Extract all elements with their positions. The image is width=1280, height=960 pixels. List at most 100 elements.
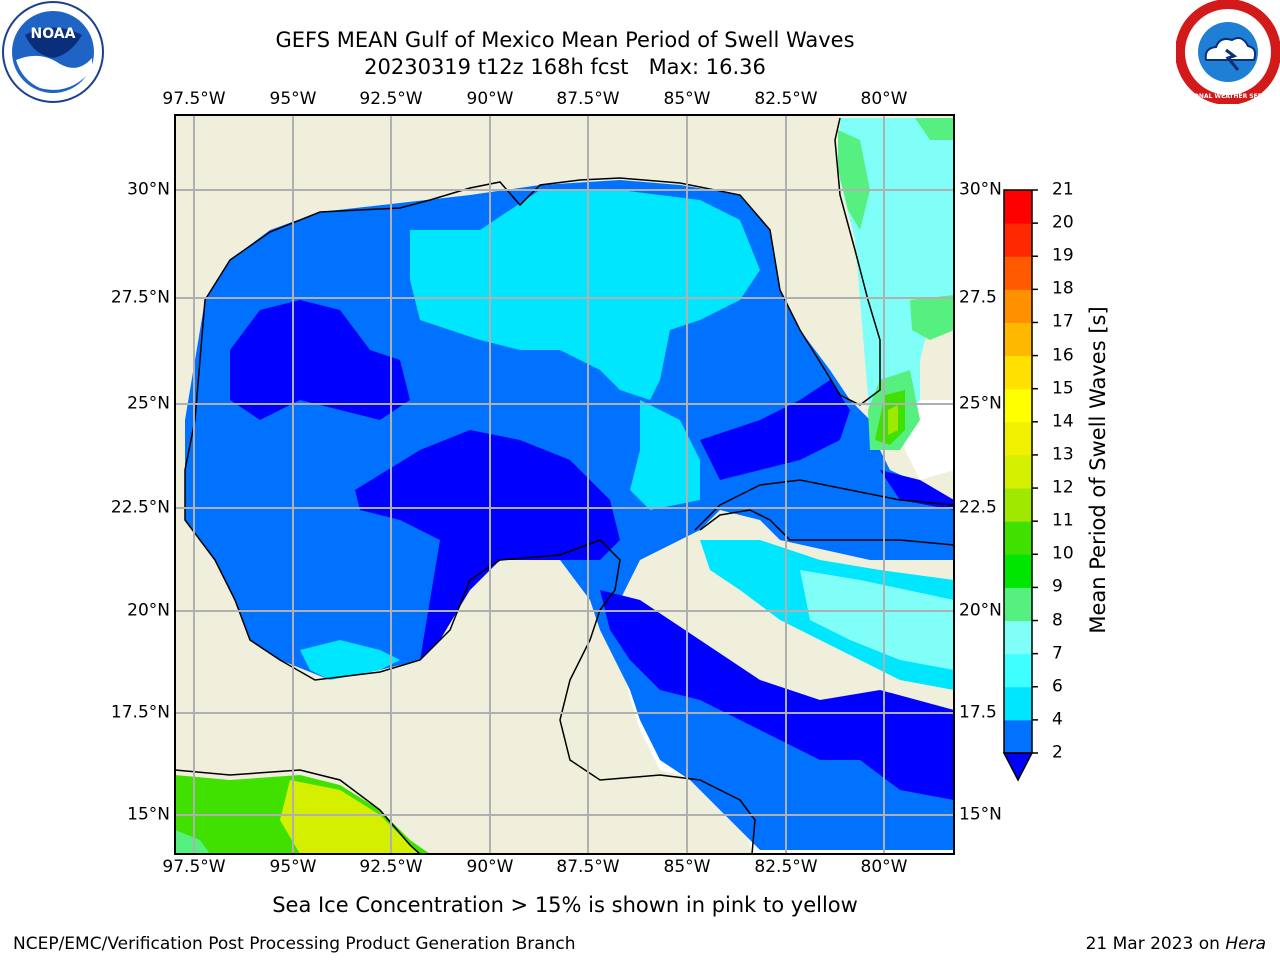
right-lat-label: 20°N xyxy=(959,600,1002,621)
bottom-lon-label: 82.5°W xyxy=(754,857,818,877)
chart-subtitle-forecast: 20230319 t12z 168h fcst Max: 16.36 xyxy=(364,55,766,79)
colorbar-tick-label: 8 xyxy=(1052,610,1063,631)
colorbar-frame xyxy=(1003,189,1033,754)
colorbar-tick-label: 18 xyxy=(1052,278,1074,299)
pacific-swell-9to11 xyxy=(175,830,210,854)
swell-patch-9to11-ne-corner xyxy=(915,118,954,140)
colorbar-segment xyxy=(1004,256,1032,290)
colorbar-segment xyxy=(1004,289,1032,323)
bottom-lon-label: 90°W xyxy=(466,857,514,877)
swell-patch-9to11-bahamas-east xyxy=(910,295,954,340)
colorbar-segment xyxy=(1004,223,1032,257)
left-lat-label: 22.5°N xyxy=(110,497,170,518)
bottom-lon-label: 85°W xyxy=(663,857,711,877)
colorbar-tick-label: 7 xyxy=(1052,643,1063,664)
map-grid xyxy=(175,115,954,854)
sea-ice-note: Sea Ice Concentration > 15% is shown in … xyxy=(272,893,858,917)
colorbar-tick-label: 4 xyxy=(1052,709,1063,730)
right-lat-label: 27.5 xyxy=(959,287,997,308)
swell-patch-12to13-bahamas xyxy=(888,405,898,435)
swell-patch-9to11-atlantic-north xyxy=(838,130,870,230)
colorbar-segment xyxy=(1004,355,1032,390)
colorbar-extend-arrow xyxy=(1002,752,1034,782)
left-lat-label: 27.5°N xyxy=(110,287,170,308)
footer-date-text: 21 Mar 2023 on xyxy=(1085,934,1226,954)
colorbar-tick-label: 10 xyxy=(1052,543,1074,564)
colorbar-segment xyxy=(1004,554,1032,588)
swell-patch-lt2-caribbean xyxy=(600,590,954,800)
swell-patch-4to6-yucatan xyxy=(300,640,400,680)
swell-patch-6to8-caribbean xyxy=(800,570,954,670)
colorbar-segment xyxy=(1004,190,1032,224)
chart-title: GEFS MEAN Gulf of Mexico Mean Period of … xyxy=(275,28,855,52)
right-lat-label: 15°N xyxy=(959,804,1002,825)
pacific-swell-12to13 xyxy=(280,780,420,854)
top-lon-label: 97.5°W xyxy=(162,89,226,109)
colorbar-segment xyxy=(1004,719,1032,754)
colorbar-tick-label: 6 xyxy=(1052,676,1063,697)
right-lat-label: 17.5 xyxy=(959,702,997,723)
bottom-lon-label: 95°W xyxy=(269,857,317,877)
top-lon-label: 85°W xyxy=(663,89,711,109)
colorbar-tick-label: 20 xyxy=(1052,212,1074,233)
swell-patch-4to6-north xyxy=(410,190,760,400)
left-lat-label: 17.5°N xyxy=(110,702,170,723)
left-lat-label: 30°N xyxy=(127,179,170,200)
central-america-coastline xyxy=(175,609,756,854)
swell-patch-lt2-central xyxy=(355,430,620,660)
colorbar-label: Mean Period of Swell Waves [s] xyxy=(1086,306,1110,634)
colorbar-segment xyxy=(1004,686,1032,721)
swell-patch-lt2-west xyxy=(230,300,410,420)
colorbar-segment xyxy=(1004,521,1032,555)
bottom-lon-label: 87.5°W xyxy=(556,857,620,877)
colorbar-tick-label: 21 xyxy=(1052,179,1074,200)
colorbar-tick-label: 12 xyxy=(1052,477,1074,498)
left-lat-label: 25°N xyxy=(127,393,170,414)
top-lon-label: 80°W xyxy=(860,89,908,109)
noaa-logo: NOAA xyxy=(2,1,104,103)
footer-machine: Hera xyxy=(1225,934,1266,954)
mexico-coastline xyxy=(184,419,621,681)
colorbar-tick-label: 15 xyxy=(1052,378,1074,399)
right-lat-label: 30°N xyxy=(959,179,1002,200)
right-lat-label: 25°N xyxy=(959,393,1002,414)
left-lat-label: 20°N xyxy=(127,600,170,621)
nws-logo: NATIONAL WEATHER SERVICE xyxy=(1176,0,1280,104)
top-lon-label: 92.5°W xyxy=(359,89,423,109)
colorbar-tick-label: 2 xyxy=(1052,742,1063,763)
bottom-lon-label: 97.5°W xyxy=(162,857,226,877)
svg-text:NOAA: NOAA xyxy=(31,26,76,42)
top-lon-label: 87.5°W xyxy=(556,89,620,109)
colorbar-tick-label: 17 xyxy=(1052,311,1074,332)
gulf-coastline xyxy=(194,117,881,421)
colorbar-segment xyxy=(1004,454,1032,489)
top-lon-label: 90°W xyxy=(466,89,514,109)
svg-text:NATIONAL WEATHER SERVICE: NATIONAL WEATHER SERVICE xyxy=(1178,93,1277,100)
colorbar-segment xyxy=(1004,388,1032,423)
colorbar-tick-label: 16 xyxy=(1052,345,1074,366)
footer-producer: NCEP/EMC/Verification Post Processing Pr… xyxy=(13,934,576,954)
colorbar-tick-label: 9 xyxy=(1052,576,1063,597)
footer-date: 21 Mar 2023 on Hera xyxy=(1086,934,1266,954)
colorbar-segment xyxy=(1004,653,1032,688)
swell-patch-4to6-loop xyxy=(630,400,700,510)
colorbar-tick-label: 11 xyxy=(1052,510,1074,531)
bottom-lon-label: 92.5°W xyxy=(359,857,423,877)
colorbar-segment xyxy=(1004,322,1032,357)
colorbar-segment xyxy=(1004,488,1032,522)
top-lon-label: 82.5°W xyxy=(754,89,818,109)
swell-patch-6to8-atlantic xyxy=(840,118,954,440)
swell-patch-lt2-florida-strait xyxy=(880,470,954,510)
cuba-coastline xyxy=(694,479,954,546)
colorbar-tick-label: 14 xyxy=(1052,411,1074,432)
right-lat-label: 22.5 xyxy=(959,497,997,518)
colorbar-tick-label: 13 xyxy=(1052,444,1074,465)
colorbar-segment xyxy=(1004,620,1032,655)
colorbar-segment xyxy=(1004,421,1032,456)
top-lon-label: 95°W xyxy=(269,89,317,109)
map-frame xyxy=(174,114,955,855)
bottom-lon-label: 80°W xyxy=(860,857,908,877)
colorbar-segment xyxy=(1004,587,1032,622)
colorbar-tick-label: 19 xyxy=(1052,245,1074,266)
